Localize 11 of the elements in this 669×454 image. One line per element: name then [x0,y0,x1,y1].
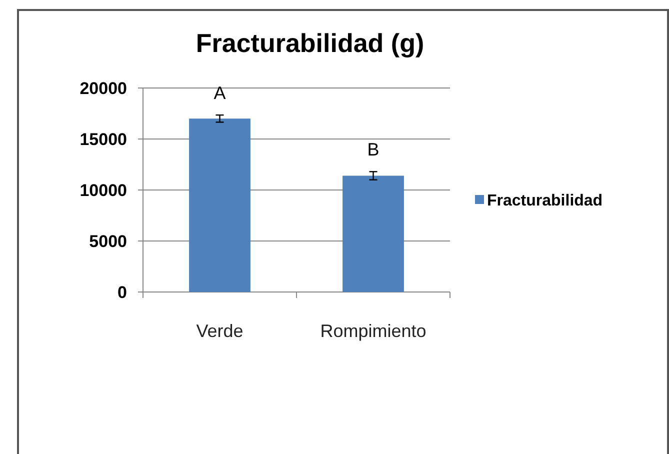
y-tick-label: 5000 [89,232,127,251]
y-tick-label: 10000 [80,180,127,200]
annotation: B [367,140,380,160]
y-tick-label: 20000 [80,78,127,98]
x-tick-label: Verde [196,321,244,341]
chart-title: Fracturabilidad (g) [196,28,424,58]
y-tick-label: 15000 [80,130,127,149]
y-tick-label: 0 [118,282,127,302]
legend-label: Fracturabilidad [487,192,603,210]
annotation: A [214,83,226,104]
x-tick-label: Rompimiento [320,321,426,341]
